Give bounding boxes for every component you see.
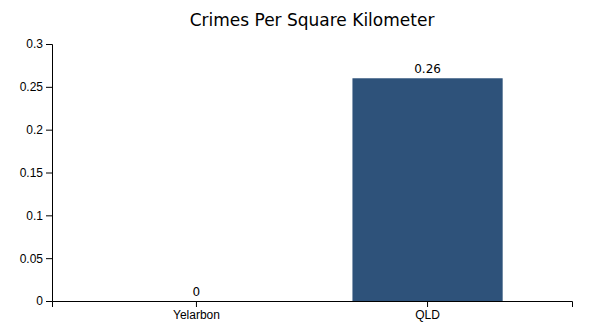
data-label: 0 — [193, 285, 201, 299]
plot: 00.050.10.150.20.250.3YelarbonQLD00.26 — [20, 37, 573, 321]
data-labels: 00.26 — [193, 62, 441, 299]
y-tick-mark — [46, 301, 52, 302]
bar — [352, 78, 502, 301]
x-axis-line — [53, 302, 573, 308]
chart: 00.050.10.150.20.250.3YelarbonQLD00.26Cr… — [0, 0, 592, 333]
y-tick-label: 0.2 — [26, 123, 43, 137]
y-tick-label: 0.25 — [20, 80, 44, 94]
y-axis-line — [46, 45, 53, 302]
title: Crimes Per Square Kilometer — [190, 10, 435, 30]
y-tick-label: 0.05 — [20, 252, 44, 266]
x-tick-label: Yelarbon — [173, 308, 220, 322]
y-tick-mark — [46, 87, 52, 88]
x-axis: Yelarbon QLD — [53, 301, 573, 322]
y-tick-mark — [46, 130, 52, 131]
bars — [352, 78, 502, 301]
y-tick: 0.2 — [26, 123, 52, 137]
y-tick-label: 0.1 — [26, 209, 43, 223]
y-tick-label: 0.3 — [26, 37, 43, 51]
y-tick-mark — [46, 215, 52, 216]
y-tick-label: 0 — [36, 294, 43, 308]
x-tick: Yelarbon — [173, 301, 220, 322]
y-tick-label: 0.15 — [20, 166, 44, 180]
y-tick-mark — [46, 173, 52, 174]
y-axis: 0 0.05 0.1 0.15 0.2 0.25 0.3 — [20, 37, 53, 308]
data-label: 0.26 — [414, 62, 441, 76]
y-tick: 0 — [36, 294, 52, 308]
x-tick-mark — [196, 301, 197, 307]
x-tick-label: QLD — [415, 308, 440, 322]
y-tick-mark — [46, 258, 52, 259]
x-tick-mark — [427, 301, 428, 307]
y-tick: 0.1 — [26, 209, 52, 223]
x-tick: QLD — [415, 301, 440, 322]
y-tick-mark — [46, 44, 52, 45]
y-tick: 0.15 — [20, 166, 52, 180]
y-tick: 0.25 — [20, 80, 52, 94]
bar — [121, 301, 271, 302]
y-tick: 0.05 — [20, 252, 52, 266]
y-tick: 0.3 — [26, 37, 52, 51]
